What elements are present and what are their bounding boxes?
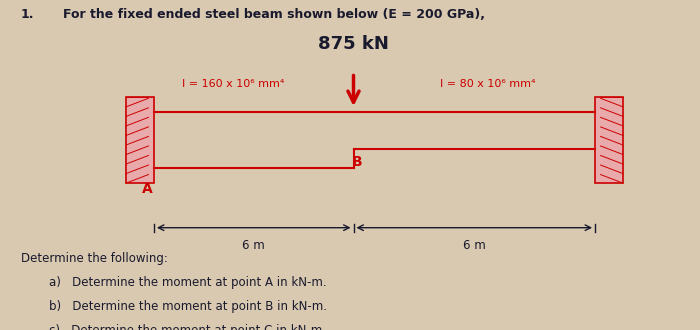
Text: 6 m: 6 m bbox=[463, 239, 486, 252]
Bar bbox=[126, 97, 154, 183]
Text: b)   Determine the moment at point B in kN-m.: b) Determine the moment at point B in kN… bbox=[49, 300, 327, 313]
Text: For the fixed ended steel beam shown below (E = 200 GPa),: For the fixed ended steel beam shown bel… bbox=[63, 8, 485, 21]
Text: 6 m: 6 m bbox=[242, 239, 265, 252]
Text: A: A bbox=[141, 182, 153, 195]
Text: a)   Determine the moment at point A in kN-m.: a) Determine the moment at point A in kN… bbox=[49, 276, 327, 289]
Text: c)   Determine the moment at point C in kN-m.: c) Determine the moment at point C in kN… bbox=[49, 324, 326, 330]
Text: I = 80 x 10⁶ mm⁴: I = 80 x 10⁶ mm⁴ bbox=[440, 79, 536, 89]
Text: B: B bbox=[351, 155, 363, 169]
Text: I = 160 x 10⁶ mm⁴: I = 160 x 10⁶ mm⁴ bbox=[181, 79, 284, 89]
Text: 1.: 1. bbox=[21, 8, 34, 21]
Bar bbox=[595, 97, 623, 183]
Text: 875 kN: 875 kN bbox=[318, 35, 389, 53]
Text: C: C bbox=[594, 162, 603, 176]
Text: Determine the following:: Determine the following: bbox=[21, 252, 168, 265]
